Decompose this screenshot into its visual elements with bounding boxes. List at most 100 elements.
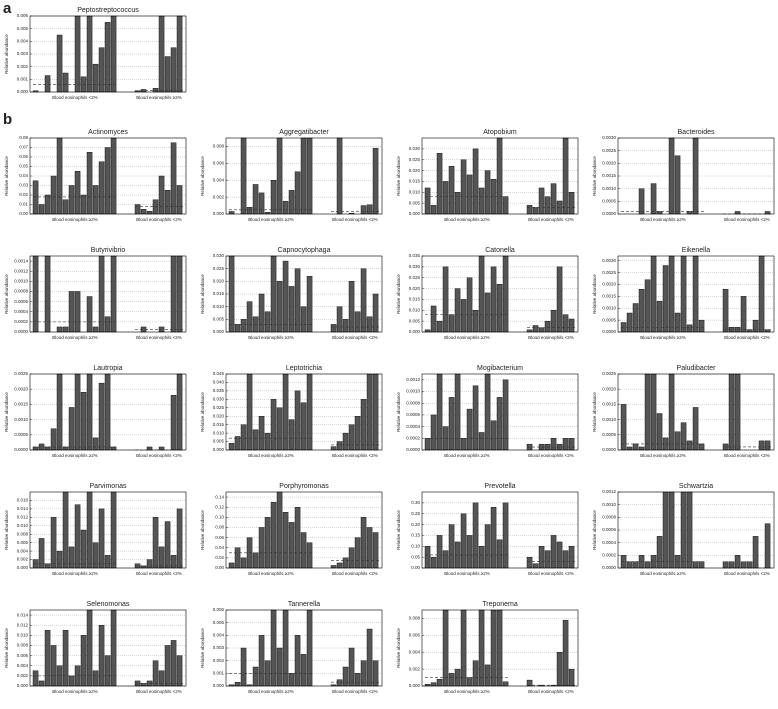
group-label: Blood eosinophils <2% xyxy=(332,453,378,458)
bar xyxy=(496,539,503,569)
bar xyxy=(44,75,51,93)
bar xyxy=(44,255,51,333)
group-label: Blood eosinophils ≥2% xyxy=(444,571,490,576)
bar xyxy=(632,561,639,569)
y-tick-label: 0.03 xyxy=(19,183,28,188)
y-tick-label: 0.00 xyxy=(215,565,224,570)
y-tick-label: 0.004 xyxy=(17,39,29,44)
bar xyxy=(550,438,557,451)
bar xyxy=(656,413,663,451)
bar xyxy=(632,303,639,333)
plot-frame xyxy=(617,491,775,569)
bar xyxy=(56,34,63,93)
bar xyxy=(306,373,313,451)
chart-title: Selenomonas xyxy=(87,601,130,608)
y-tick-label: 0.004 xyxy=(213,177,225,182)
y-tick-label: 0.10 xyxy=(215,515,224,520)
bar xyxy=(288,286,295,333)
bar xyxy=(104,22,111,93)
y-tick-label: 0.10 xyxy=(411,543,420,548)
bar xyxy=(526,556,533,569)
bar xyxy=(478,546,485,569)
chart: Prevotella Relative abundance 0.00 0.05 0.10… xyxy=(396,483,579,576)
y-tick-label: 0.008 xyxy=(409,616,421,621)
y-tick-label: 0.0010 xyxy=(602,305,616,310)
chart-title: Leptotrichia xyxy=(286,365,322,372)
bar xyxy=(372,293,379,333)
y-tick-label: 0.001 xyxy=(17,77,29,82)
bar xyxy=(538,327,545,333)
bar xyxy=(234,682,241,687)
bar xyxy=(372,532,379,569)
y-tick-label: 0.0000 xyxy=(602,565,616,570)
bar xyxy=(276,491,283,569)
chart: Aggregatibacter Relative abundance 0.000 0.… xyxy=(200,129,383,222)
bar xyxy=(656,536,663,569)
y-tick-label: 0.000 xyxy=(213,683,225,688)
bar xyxy=(686,440,693,451)
bar xyxy=(448,524,455,569)
bar xyxy=(92,326,99,333)
group-label: Blood eosinophils ≥2% xyxy=(248,571,294,576)
bar xyxy=(300,306,307,333)
y-tick-label: 0.0015 xyxy=(602,294,616,299)
chart: Catonella Relative abundance 0.000 0.005 0.0… xyxy=(396,247,579,340)
chart: Tannerella Relative abundance 0.000 0.001 0.… xyxy=(200,601,383,694)
y-tick-label: 0.000 xyxy=(409,683,421,688)
bar xyxy=(354,673,361,687)
bar xyxy=(228,211,235,215)
plot-frame xyxy=(421,255,579,333)
bar xyxy=(484,524,491,569)
y-axis-label: Relative abundance xyxy=(592,510,597,550)
y-tick-label: 0.0010 xyxy=(406,389,420,394)
bar xyxy=(68,675,75,687)
y-tick-label: 0.00 xyxy=(411,565,420,570)
y-axis-label: Relative abundance xyxy=(592,156,597,196)
bar xyxy=(372,373,379,451)
bar xyxy=(32,180,39,215)
bar xyxy=(656,211,663,215)
bar xyxy=(698,443,705,451)
bar xyxy=(98,47,105,93)
bar xyxy=(526,329,533,333)
bar xyxy=(32,670,39,687)
bar xyxy=(62,199,69,215)
bar xyxy=(460,609,467,687)
y-axis-label: Relative abundance xyxy=(592,274,597,314)
bar xyxy=(662,265,669,333)
bar xyxy=(276,647,283,687)
group-label: Blood eosinophils ≥2% xyxy=(640,217,686,222)
bar xyxy=(74,504,81,569)
bar xyxy=(158,446,165,451)
panel-label: a xyxy=(3,0,12,17)
y-tick-label: 0.05 xyxy=(19,164,28,169)
bar xyxy=(258,527,265,569)
bar xyxy=(152,660,159,687)
bar xyxy=(246,373,253,451)
bar xyxy=(306,137,313,215)
y-tick-label: 0.020 xyxy=(213,279,225,284)
bar xyxy=(620,404,627,451)
bar xyxy=(650,183,657,215)
chart: Leptotrichia Relative abundance 0.000 0.005… xyxy=(200,365,383,458)
bar xyxy=(158,15,165,93)
chart-title: Bacteroides xyxy=(678,129,715,136)
bar xyxy=(466,677,473,687)
y-axis-label: Relative abundance xyxy=(4,392,9,432)
y-tick-label: 0.0005 xyxy=(602,432,616,437)
bar xyxy=(478,609,485,687)
bar xyxy=(92,670,99,687)
bar xyxy=(472,502,479,569)
bar xyxy=(752,319,759,333)
bar xyxy=(246,301,253,333)
y-axis-label: Relative abundance xyxy=(4,510,9,550)
bar xyxy=(330,446,337,451)
bar xyxy=(300,532,307,569)
y-axis-label: Relative abundance xyxy=(396,392,401,432)
bar xyxy=(270,399,277,451)
chart: Eikenella Relative abundance 0.0000 0.0005 0… xyxy=(592,247,775,340)
y-tick-label: 0.0000 xyxy=(602,329,616,334)
bar xyxy=(330,324,337,333)
y-tick-label: 0.010 xyxy=(17,523,29,528)
y-tick-label: 0.005 xyxy=(409,318,421,323)
